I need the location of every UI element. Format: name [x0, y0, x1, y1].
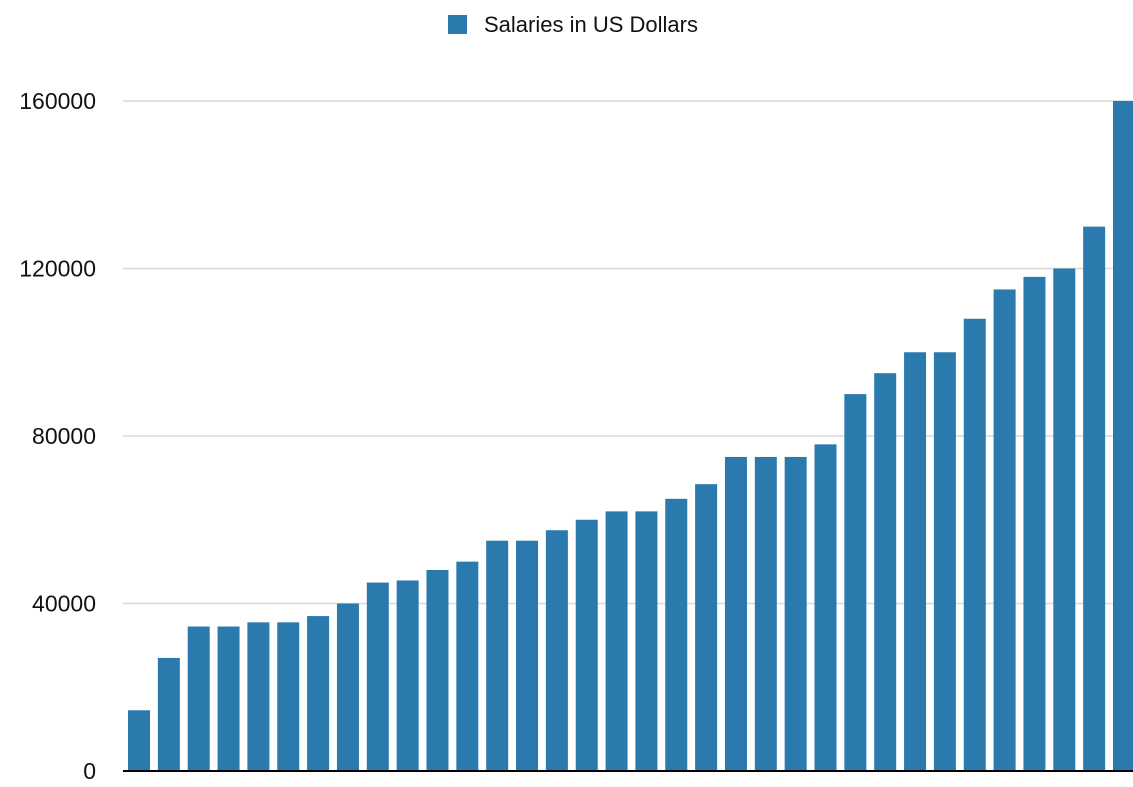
salary-bar: [754, 456, 777, 771]
y-tick-label: 120000: [19, 256, 96, 282]
y-tick-label: 160000: [19, 88, 96, 114]
salary-bar: [366, 582, 389, 771]
salary-bar: [128, 710, 150, 771]
salary-bar: [963, 318, 986, 771]
salary-bar: [844, 394, 867, 772]
salary-bar: [724, 456, 747, 771]
salary-bar: [187, 626, 210, 771]
legend: Salaries in US Dollars: [448, 12, 698, 37]
salary-bar: [814, 444, 837, 772]
y-tick-label: 40000: [32, 591, 96, 617]
salary-bar: [545, 530, 568, 771]
salary-bar: [1023, 276, 1046, 771]
salary-bar: [1053, 268, 1076, 771]
salary-bar: [336, 603, 359, 771]
salary-bar: [635, 511, 658, 772]
salary-bar: [277, 622, 300, 771]
salary-bar: [874, 373, 897, 771]
salary-bar: [933, 352, 956, 771]
salary-bar: [456, 561, 479, 772]
y-tick-label: 0: [83, 758, 96, 784]
salary-bar: [784, 456, 807, 771]
salary-bar: [993, 289, 1016, 771]
salary-bar: [247, 622, 270, 771]
salary-bar: [695, 484, 718, 771]
salary-bar: [1113, 101, 1133, 771]
salary-bar: [665, 498, 688, 771]
salary-bar: [904, 352, 927, 771]
salary-bar: [426, 570, 449, 771]
legend-label: Salaries in US Dollars: [484, 12, 698, 37]
bars: [128, 101, 1133, 772]
salary-bar: [1083, 226, 1106, 772]
salary-bar: [605, 511, 628, 772]
y-tick-label: 80000: [32, 423, 96, 449]
salary-bar: [217, 626, 240, 771]
salary-bar: [516, 540, 539, 771]
salary-bar: [486, 540, 509, 771]
salary-bar: [307, 616, 330, 771]
legend-swatch: [448, 15, 467, 34]
salary-bar: [396, 580, 419, 771]
salary-bar: [575, 519, 598, 771]
salary-bar: [157, 657, 180, 771]
y-tick-labels: 0 40000 80000 120000 160000: [19, 88, 96, 784]
